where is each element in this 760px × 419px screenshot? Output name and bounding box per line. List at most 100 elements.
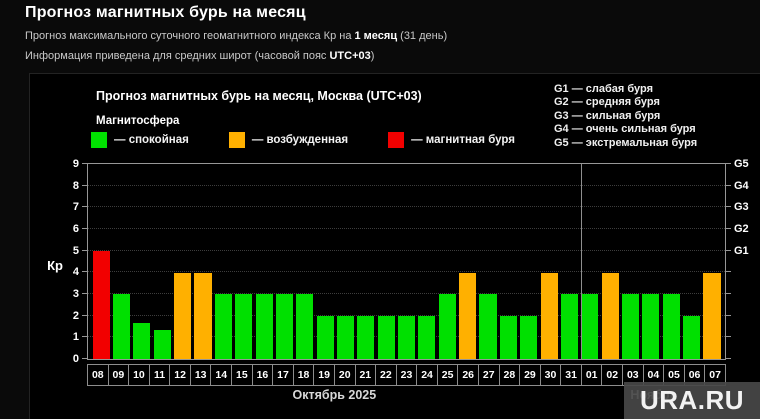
subtitle1-pre: Прогноз максимального суточного геомагни… [25, 30, 355, 42]
legend-swatch-storm [388, 132, 405, 148]
plot-area: 0 1 2 3 4 5 6 7 8 9 G1 G2 G3 G4 G5 [73, 158, 749, 365]
subtitle1-post: (31 день) [397, 30, 448, 42]
bar-day-25 [438, 294, 456, 359]
bar-day-19 [316, 315, 334, 359]
bar-slot-07 [702, 165, 722, 359]
date-cell-24: 24 [416, 364, 438, 386]
bar-slot-24 [417, 165, 437, 359]
gridline-5 [88, 249, 725, 251]
bar-slot-26 [457, 165, 477, 359]
y-tick-label-8: 8 [72, 179, 79, 192]
g-tick-label-G3: G3 [734, 201, 749, 214]
date-cell-18: 18 [292, 364, 315, 386]
bar-slot-06 [681, 165, 701, 359]
date-cell-21: 21 [354, 364, 377, 386]
y-tick-left-6 [82, 228, 87, 230]
x-axis-dates: 08 09 10 11 12 13 14 15 16 17 18 19 20 21 22 23 24 25 26 27… [87, 364, 726, 386]
gridline-2 [88, 314, 725, 316]
bar-slot-09 [111, 165, 131, 359]
bars-row [89, 165, 724, 359]
y-tick-right-6 [726, 228, 731, 230]
date-cell-28: 28 [498, 364, 521, 386]
bar-slot-16 [254, 165, 274, 359]
bar-day-04 [642, 294, 660, 359]
date-cell-26: 26 [457, 364, 479, 386]
bar-slot-27 [478, 165, 498, 359]
bar-slot-23 [396, 165, 416, 359]
date-cell-16: 16 [251, 364, 274, 386]
bar-slot-29 [519, 165, 539, 359]
date-cell-19: 19 [313, 364, 335, 386]
y-tick-right-4 [726, 271, 731, 273]
bar-day-12 [174, 272, 192, 359]
bar-day-17 [275, 294, 293, 359]
legend-swatch-excited [228, 132, 245, 148]
y-tick-label-9: 9 [72, 158, 79, 170]
gridline-6 [88, 228, 725, 230]
g-legend-line-4: G4 — очень сильная буря [554, 123, 696, 136]
y-tick-label-6: 6 [72, 223, 79, 236]
g-legend-line-3: G3 — сильная буря [554, 109, 661, 122]
y-tick-left-7 [82, 206, 87, 208]
bar-day-06 [683, 315, 701, 359]
bar-slot-08 [91, 165, 111, 359]
y-tick-right-2 [726, 314, 731, 316]
bar-slot-21 [356, 165, 376, 359]
legend-label-excited: — возбужденная [251, 134, 349, 146]
y-tick-left-5 [82, 249, 87, 251]
subtitle2-bold: UTC+03 [329, 50, 371, 62]
bar-day-10 [133, 323, 151, 359]
legend-label-storm: — магнитная буря [411, 134, 515, 146]
bar-slot-20 [335, 165, 355, 359]
page-title: Прогноз магнитных бурь на месяц [25, 4, 306, 21]
bar-day-01 [581, 294, 599, 359]
gridline-3 [88, 293, 725, 295]
y-tick-left-8 [82, 184, 87, 186]
y-tick-right-1 [726, 336, 731, 338]
g-scale-legend: G1 — слабая буря G2 — средняя буря G3 — си… [554, 83, 697, 150]
date-cell-17: 17 [272, 364, 294, 386]
month-label-1: Октябрь 2025 [292, 388, 377, 402]
date-cell-25: 25 [436, 364, 459, 386]
date-cell-30: 30 [539, 364, 562, 386]
g-legend-line-5: G5 — экстремальная буря [554, 136, 698, 149]
month-separator [581, 164, 583, 359]
bar-day-28 [499, 315, 517, 359]
plot-wrap: 0 1 2 3 4 5 6 7 8 9 G1 G2 G3 G4 G5 Кр [47, 158, 749, 365]
bar-day-24 [418, 315, 436, 359]
bar-slot-13 [193, 165, 213, 359]
bar-slot-30 [539, 165, 559, 359]
bar-day-07 [703, 272, 721, 359]
gridline-8 [88, 184, 725, 186]
bar-slot-28 [498, 165, 518, 359]
y-tick-left-1 [82, 336, 87, 338]
bar-slot-22 [376, 165, 396, 359]
legend-item-storm: — магнитная буря [388, 132, 515, 148]
y-tick-label-0: 0 [72, 353, 79, 365]
subtitle2-post: ) [370, 50, 375, 62]
bar-slot-15 [234, 165, 254, 359]
bar-slot-01 [580, 165, 600, 359]
bar-slot-03 [620, 165, 640, 359]
bar-slot-18 [295, 165, 315, 359]
y-tick-right-8 [726, 184, 731, 186]
bar-slot-04 [641, 165, 661, 359]
gridline-7 [88, 206, 725, 208]
bar-slot-12 [172, 165, 192, 359]
y-tick-left-9 [82, 163, 87, 164]
bar-day-31 [560, 294, 578, 359]
g-legend-line-1: G1 — слабая буря [554, 83, 654, 95]
bar-day-11 [153, 330, 171, 359]
subtitle1-bold: 1 месяц [354, 30, 398, 42]
bar-day-21 [357, 315, 375, 359]
g-tick-label-G1: G1 [734, 244, 749, 257]
bar-slot-17 [274, 165, 294, 359]
date-cell-11: 11 [148, 364, 171, 386]
date-cell-29: 29 [519, 364, 541, 386]
y-tick-label-4: 4 [72, 266, 79, 279]
bar-slot-11 [152, 165, 172, 359]
bar-day-05 [662, 294, 680, 359]
bar-day-09 [112, 294, 131, 359]
bar-day-15 [235, 294, 253, 359]
bar-day-30 [540, 272, 558, 359]
